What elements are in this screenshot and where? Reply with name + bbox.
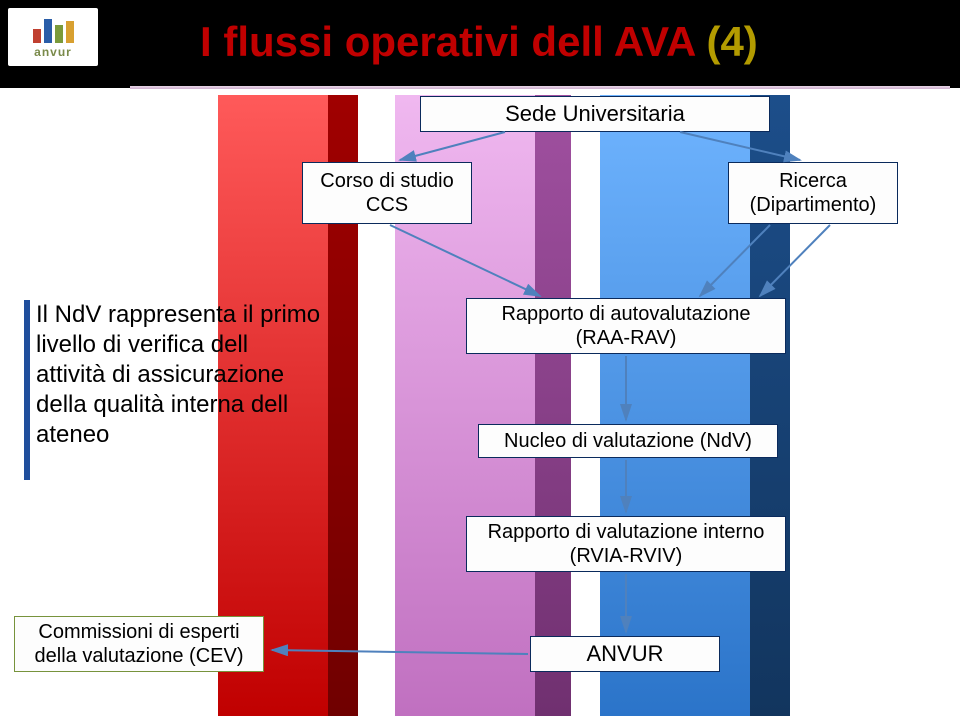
ric-line1: Ricerca <box>779 170 847 192</box>
ccs-line1: Corso di studio <box>320 170 453 192</box>
header-bar: anvur I flussi operativi dell AVA (4) <box>0 0 960 88</box>
header-divider <box>130 86 950 89</box>
node-rvia: Rapporto di valutazione interno(RVIA-RVI… <box>466 516 786 572</box>
raa-line1: Rapporto di autovalutazione <box>501 303 750 325</box>
rvia-line2: (RVIA-RVIV) <box>570 545 683 567</box>
logo-text: anvur <box>34 45 72 59</box>
slide-title: I flussi operativi dell AVA (4) <box>200 18 758 66</box>
raa-line2: (RAA-RAV) <box>576 327 677 349</box>
node-raa: Rapporto di autovalutazione(RAA-RAV) <box>466 298 786 354</box>
node-ccs: Corso di studioCCS <box>302 162 472 224</box>
ric-line2: (Dipartimento) <box>750 194 877 216</box>
node-sede-label: Sede Universitaria <box>505 101 685 127</box>
rvia-line1: Rapporto di valutazione interno <box>488 521 765 543</box>
cev-line2: della valutazione (CEV) <box>35 645 244 667</box>
title-number: (4) <box>706 18 757 65</box>
cev-line1: Commissioni di esperti <box>38 621 239 643</box>
ndv-label: Nucleo di valutazione (NdV) <box>504 429 752 453</box>
ccs-line2: CCS <box>366 194 408 216</box>
node-cev: Commissioni di espertidella valutazione … <box>14 616 264 672</box>
node-anvur: ANVUR <box>530 636 720 672</box>
node-ndv: Nucleo di valutazione (NdV) <box>478 424 778 458</box>
description-text: Il NdV rappresenta il primo livello di v… <box>36 300 321 450</box>
anvur-logo: anvur <box>8 8 98 66</box>
node-ricerca: Ricerca(Dipartimento) <box>728 162 898 224</box>
node-sede: Sede Universitaria <box>420 96 770 132</box>
title-main: I flussi operativi dell AVA <box>200 18 706 65</box>
anvur-label: ANVUR <box>586 641 663 667</box>
desc-accent-bar <box>24 300 30 480</box>
